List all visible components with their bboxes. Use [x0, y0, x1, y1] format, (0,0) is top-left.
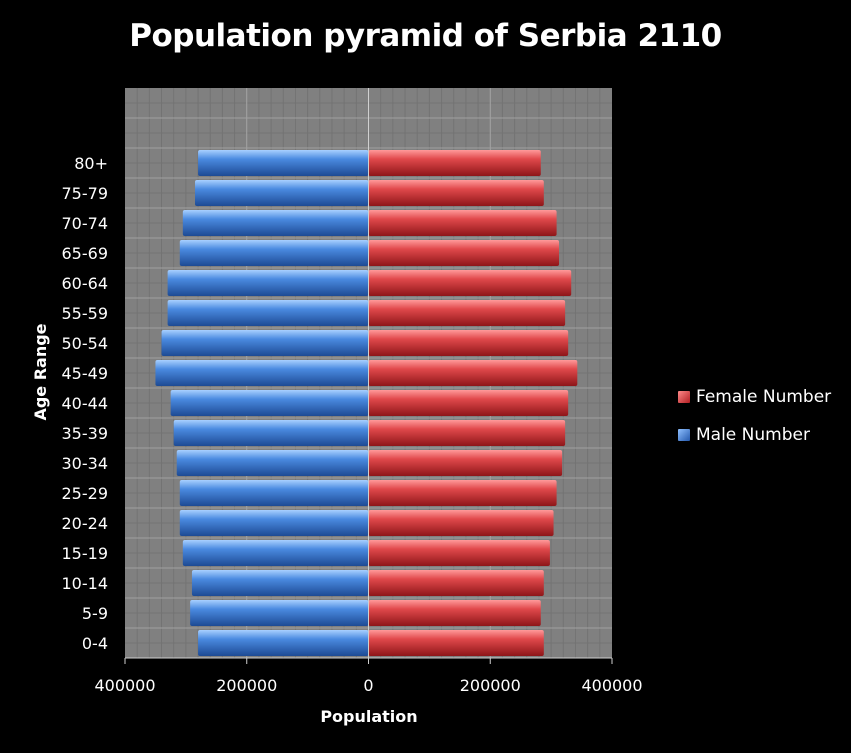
bar-female-10-14 [368, 570, 544, 596]
x-axis-label: Population [320, 707, 417, 726]
legend-item-male: Male Number [678, 416, 831, 454]
y-tick-label: 60-64 [62, 274, 109, 293]
bar-male-70-74 [182, 210, 369, 236]
bar-male-25-29 [179, 480, 369, 506]
bar-female-65-69 [368, 240, 560, 266]
bar-female-50-54 [368, 330, 569, 356]
x-tick-label: 200000 [460, 676, 521, 695]
bar-male-55-59 [167, 300, 369, 326]
bar-male-75-79 [195, 180, 369, 206]
bar-male-35-39 [173, 420, 369, 446]
bar-male-5-9 [190, 600, 369, 626]
female-swatch-icon [678, 391, 690, 403]
y-tick-label: 0-4 [82, 634, 108, 653]
bar-female-60-64 [368, 270, 572, 296]
bar-female-30-34 [368, 450, 563, 476]
bar-female-55-59 [368, 300, 566, 326]
bar-female-45-49 [368, 360, 578, 386]
bar-female-0-4 [368, 630, 544, 656]
x-tick-label: 400000 [94, 676, 155, 695]
y-tick-label: 45-49 [62, 364, 109, 383]
y-tick-label: 80+ [74, 154, 108, 173]
y-tick-label: 30-34 [62, 454, 109, 473]
y-tick-label: 75-79 [62, 184, 109, 203]
bar-male-30-34 [176, 450, 369, 476]
bar-female-80+ [368, 150, 541, 176]
y-tick-label: 70-74 [62, 214, 109, 233]
bar-female-15-19 [368, 540, 550, 566]
bar-female-75-79 [368, 180, 544, 206]
x-tick-label: 400000 [581, 676, 642, 695]
y-tick-label: 50-54 [62, 334, 109, 353]
y-tick-label: 65-69 [62, 244, 109, 263]
bar-male-60-64 [167, 270, 369, 296]
bar-female-35-39 [368, 420, 566, 446]
y-tick-label: 40-44 [62, 394, 109, 413]
y-tick-label: 20-24 [62, 514, 109, 533]
bar-male-10-14 [191, 570, 369, 596]
y-axis-label: Age Range [31, 323, 50, 420]
bar-male-50-54 [161, 330, 369, 356]
y-tick-label: 5-9 [82, 604, 108, 623]
x-tick-label: 200000 [216, 676, 277, 695]
legend-label-female: Female Number [696, 387, 832, 407]
bar-male-20-24 [179, 510, 369, 536]
bar-male-40-44 [170, 390, 369, 416]
x-tick-label: 0 [363, 676, 373, 695]
bar-male-15-19 [182, 540, 369, 566]
bar-female-20-24 [368, 510, 554, 536]
legend-item-female: Female Number [678, 378, 831, 416]
bar-male-80+ [198, 150, 369, 176]
bar-female-40-44 [368, 390, 569, 416]
legend: Female Number Male Number [678, 378, 831, 454]
bar-male-0-4 [198, 630, 369, 656]
y-tick-label: 55-59 [62, 304, 109, 323]
bar-male-45-49 [155, 360, 369, 386]
y-tick-label: 35-39 [62, 424, 109, 443]
legend-label-male: Male Number [696, 425, 810, 445]
bar-female-5-9 [368, 600, 541, 626]
male-swatch-icon [678, 429, 690, 441]
y-tick-label: 25-29 [62, 484, 109, 503]
bar-female-70-74 [368, 210, 557, 236]
bar-male-65-69 [179, 240, 369, 266]
y-tick-label: 10-14 [62, 574, 109, 593]
bar-female-25-29 [368, 480, 557, 506]
chart-title: Population pyramid of Serbia 2110 [129, 18, 722, 54]
y-tick-label: 15-19 [62, 544, 109, 563]
